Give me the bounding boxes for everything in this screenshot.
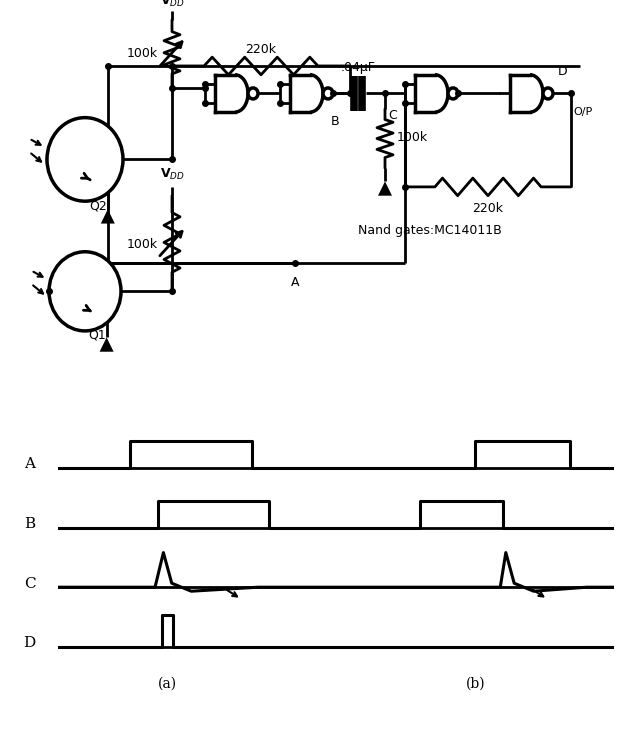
Text: Q2: Q2 (90, 199, 107, 212)
Text: V$_{DD}$: V$_{DD}$ (159, 167, 184, 183)
Text: C: C (388, 109, 397, 122)
Circle shape (543, 88, 553, 99)
Text: V$_{DD}$: V$_{DD}$ (159, 0, 184, 9)
Text: B: B (331, 116, 339, 128)
Text: 220k: 220k (472, 202, 504, 216)
Text: D: D (23, 636, 35, 651)
Text: A: A (291, 276, 300, 289)
Text: Q1: Q1 (89, 329, 106, 342)
Polygon shape (101, 210, 115, 224)
Text: C: C (24, 577, 35, 591)
Circle shape (323, 88, 333, 99)
Text: (b): (b) (465, 676, 485, 690)
Polygon shape (100, 337, 114, 351)
Text: O/P: O/P (573, 107, 592, 116)
Text: A: A (24, 457, 35, 471)
Text: 100k: 100k (127, 237, 158, 251)
Text: 220k: 220k (246, 43, 276, 56)
Text: D: D (558, 65, 568, 78)
Text: Nand gates:MC14011B: Nand gates:MC14011B (358, 225, 502, 237)
Text: (a): (a) (158, 676, 177, 690)
Text: 100k: 100k (127, 47, 158, 60)
Text: B: B (24, 517, 35, 531)
Text: .04μF: .04μF (340, 60, 376, 74)
Circle shape (248, 88, 258, 99)
Circle shape (448, 88, 458, 99)
Polygon shape (378, 181, 392, 195)
Circle shape (47, 118, 123, 201)
Text: 100k: 100k (397, 131, 428, 144)
Circle shape (49, 251, 121, 331)
